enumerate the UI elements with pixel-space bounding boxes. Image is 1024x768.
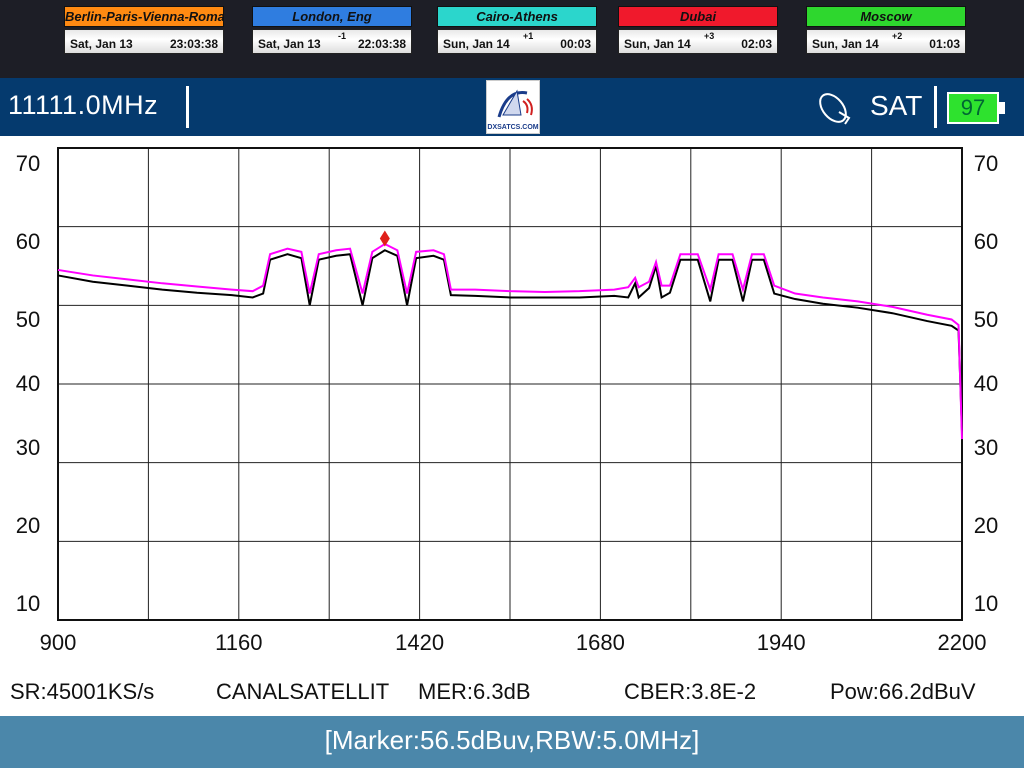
mode-label[interactable]: SAT <box>870 90 923 121</box>
y-tick-label-right: 70 <box>974 151 998 176</box>
max-hold-trace <box>57 242 963 440</box>
divider <box>934 86 937 128</box>
y-tick-label-right: 20 <box>974 513 998 538</box>
plot-frame <box>57 147 963 621</box>
y-tick-label-right: 10 <box>974 591 998 616</box>
marker-diamond <box>379 230 390 247</box>
dxsatcs-logo: DXSATCS.COM <box>486 80 540 134</box>
satellite-dish-icon <box>819 93 851 125</box>
clock-date: Sat, Jan 13 <box>70 37 133 51</box>
x-tick-label: 2200 <box>938 630 987 655</box>
symbol-rate: SR:45001KS/s <box>10 679 155 704</box>
x-tick-label: 900 <box>40 630 77 655</box>
clock-time-box: Sun, Jan 14 +1 00:03 <box>437 29 597 54</box>
clock-offset: +2 <box>892 31 903 41</box>
clock-4: Moscow Sun, Jan 14 +2 01:03 <box>806 6 966 56</box>
channel-name: CANALSATELLIT <box>216 679 390 704</box>
clock-date: Sun, Jan 14 <box>624 37 691 51</box>
clock-time-box: Sun, Jan 14 +2 01:03 <box>806 29 966 54</box>
y-tick-label-right: 40 <box>974 371 998 396</box>
x-tick-label: 1940 <box>757 630 806 655</box>
clock-time: 01:03 <box>929 37 960 51</box>
clock-date: Sun, Jan 14 <box>812 37 879 51</box>
y-tick-label-left: 40 <box>16 371 40 396</box>
clock-city: Berlin-Paris-Vienna-Roma <box>64 6 224 27</box>
live-trace <box>57 249 963 432</box>
power-value: Pow:66.2dBuV <box>830 679 976 704</box>
clock-0: Berlin-Paris-Vienna-Roma Sat, Jan 13 23:… <box>64 6 224 56</box>
y-tick-label-right: 50 <box>974 307 998 332</box>
y-tick-label-left: 20 <box>16 513 40 538</box>
y-tick-label-left: 70 <box>16 151 40 176</box>
y-tick-label-right: 30 <box>974 435 998 460</box>
clock-date: Sun, Jan 14 <box>443 37 510 51</box>
x-tick-label: 1420 <box>395 630 444 655</box>
clock-time-box: Sat, Jan 13 23:03:38 <box>64 29 224 54</box>
clock-time: 00:03 <box>560 37 591 51</box>
mer-value: MER:6.3dB <box>418 679 531 704</box>
clock-time: 23:03:38 <box>169 37 218 51</box>
header-bar: 11111.0MHz DXSATCS.COM SAT 97 <box>0 78 1024 136</box>
y-tick-label-left: 30 <box>16 435 40 460</box>
clock-time-box: Sat, Jan 13 -1 22:03:38 <box>252 29 412 54</box>
clock-time-box: Sun, Jan 14 +3 02:03 <box>618 29 778 54</box>
clock-3: Dubai Sun, Jan 14 +3 02:03 <box>618 6 778 56</box>
clock-1: London, Eng Sat, Jan 13 -1 22:03:38 <box>252 6 412 56</box>
clock-offset: -1 <box>338 31 347 41</box>
clock-date: Sat, Jan 13 <box>258 37 321 51</box>
y-tick-label-right: 60 <box>974 229 998 254</box>
y-tick-label-left: 50 <box>16 307 40 332</box>
clock-city: Cairo-Athens <box>437 6 597 27</box>
clock-time: 22:03:38 <box>357 37 406 51</box>
clock-city: Moscow <box>806 6 966 27</box>
y-tick-label-left: 10 <box>16 591 40 616</box>
battery-indicator: 97 <box>947 92 1005 124</box>
clock-2: Cairo-Athens Sun, Jan 14 +1 00:03 <box>437 6 597 56</box>
spectrum-chart: 70 70 60 60 50 50 40 40 30 30 20 20 10 10 900 1160 1420 1… <box>0 136 1024 670</box>
cber-value: CBER:3.8E-2 <box>624 679 757 704</box>
y-tick-label-left: 60 <box>16 229 40 254</box>
clock-time: 02:03 <box>741 37 772 51</box>
x-tick-label: 1160 <box>215 630 262 655</box>
logo-text: DXSATCS.COM <box>487 124 538 131</box>
clock-offset: +3 <box>704 31 715 41</box>
status-bar: SR:45001KS/s CANALSATELLIT MER:6.3dB CBE… <box>0 670 1024 716</box>
clock-offset: +1 <box>523 31 534 41</box>
x-tick-label: 1680 <box>576 630 625 655</box>
marker-info-bar: [Marker:56.5dBuv,RBW:5.0MHz] <box>0 716 1024 768</box>
divider <box>186 86 189 128</box>
frequency-display[interactable]: 11111.0MHz <box>8 90 159 120</box>
clock-city: Dubai <box>618 6 778 27</box>
clock-city: London, Eng <box>252 6 412 27</box>
